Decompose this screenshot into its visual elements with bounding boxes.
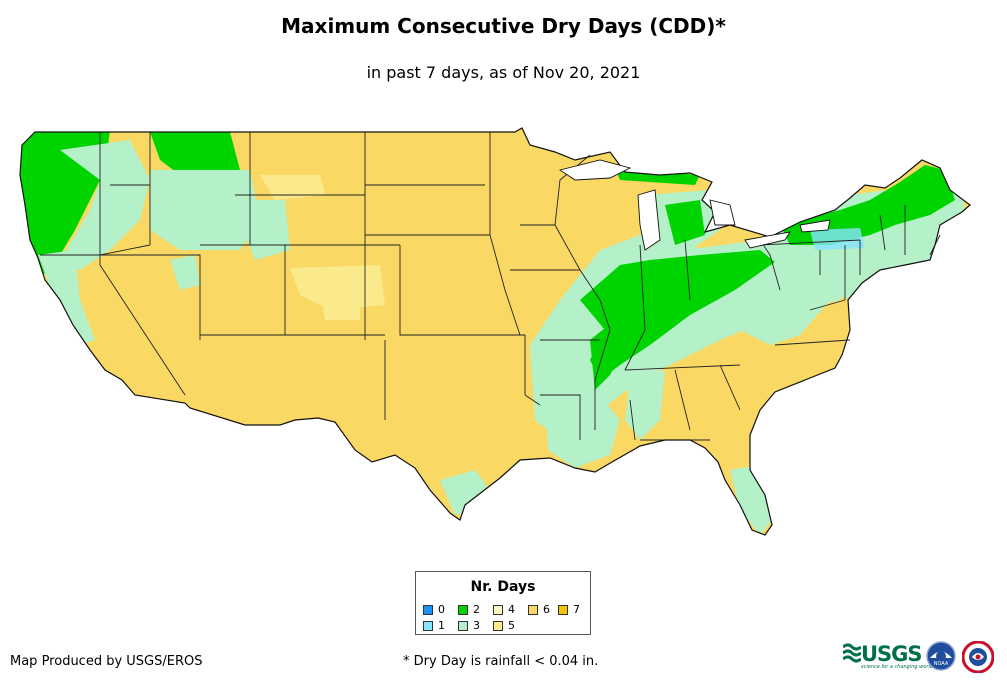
michigan-wet-zone <box>665 200 705 245</box>
legend-title: Nr. Days <box>470 579 536 595</box>
state-boundaries <box>40 132 941 441</box>
legend-item-3: 3 <box>458 619 480 632</box>
legend-swatch-2 <box>458 604 468 615</box>
legend-item-2: 2 <box>458 603 480 616</box>
northern-plains-light-zone <box>260 175 325 200</box>
legend-swatch-6 <box>528 604 538 615</box>
idaho-moist-zone <box>150 170 260 250</box>
legend-item-4: 4 <box>493 603 515 616</box>
legend: Nr. Days 0 1 2 3 4 5 6 7 <box>415 571 591 635</box>
legend-swatch-7 <box>558 604 568 615</box>
lower-mississippi-moist-zone <box>545 395 620 468</box>
legend-label-1: 1 <box>438 619 445 632</box>
map-subtitle: in past 7 days, as of Nov 20, 2021 <box>366 63 641 82</box>
usgs-wordmark: USGS <box>861 642 923 666</box>
legend-swatch-3 <box>458 620 468 631</box>
legend-swatch-1 <box>423 620 433 631</box>
northeast-wet-patch <box>810 228 865 250</box>
legend-label-0: 0 <box>438 603 445 616</box>
map-credit: Map Produced by USGS/EROS <box>10 654 203 669</box>
ohio-valley-wet-zone <box>580 250 775 380</box>
legend-item-5: 5 <box>493 619 515 632</box>
legend-swatch-0 <box>423 604 433 615</box>
legend-item-6: 6 <box>528 603 550 616</box>
legend-label-2: 2 <box>473 603 480 616</box>
dry-day-footnote: * Dry Day is rainfall < 0.04 in. <box>403 654 599 669</box>
nws-logo <box>962 641 994 673</box>
legend-label-4: 4 <box>508 603 515 616</box>
legend-label-3: 3 <box>473 619 480 632</box>
legend-label-6: 6 <box>543 603 550 616</box>
california-coast-moist-zone <box>38 250 95 345</box>
legend-item-7: 7 <box>558 603 580 616</box>
legend-item-1: 1 <box>423 619 445 632</box>
usgs-logo: USGS science for a changing world <box>843 642 933 670</box>
arkansas-wet-zone <box>590 320 625 390</box>
great-lakes <box>558 159 831 251</box>
colorado-light-zone <box>290 265 385 310</box>
legend-swatch-4 <box>493 604 503 615</box>
appalachian-light-zone <box>740 275 830 345</box>
wyoming-moist-zone <box>245 200 290 260</box>
noaa-wordmark: NOAA <box>934 661 949 667</box>
pacific-northwest-moist-zone <box>60 140 150 270</box>
usgs-wave-icon <box>843 643 861 663</box>
noaa-logo: NOAA <box>926 641 956 671</box>
legend-label-5: 5 <box>508 619 515 632</box>
map-title: Maximum Consecutive Dry Days (CDD)* <box>281 14 726 38</box>
legend-swatch-5 <box>493 620 503 631</box>
new-mexico-moist-zone <box>320 290 360 320</box>
southeast-moist-zone <box>625 370 665 440</box>
nevada-moist-zone <box>170 255 200 290</box>
legend-item-0: 0 <box>423 603 445 616</box>
legend-label-7: 7 <box>573 603 580 616</box>
usgs-tagline: science for a changing world <box>861 664 933 670</box>
